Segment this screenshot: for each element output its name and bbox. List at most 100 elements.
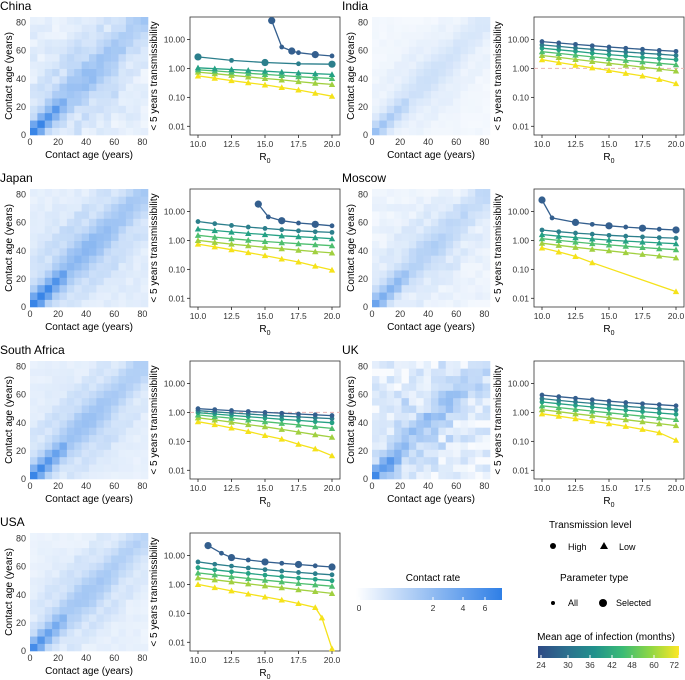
heatmap-cell (30, 383, 38, 391)
heatmap-cell (81, 189, 90, 197)
data-point-triangle (278, 435, 285, 442)
heatmap-cell (379, 464, 388, 472)
heatmap-cell (408, 299, 417, 308)
heatmap-cell (30, 390, 38, 399)
heatmap-cell (37, 17, 46, 25)
data-point-circle (556, 398, 562, 403)
heatmap-cell (438, 17, 447, 25)
heatmap-cell (81, 284, 90, 293)
heatmap-cell (81, 255, 90, 264)
data-point-circle (329, 53, 335, 59)
heatmap-cell (438, 90, 447, 99)
heatmap-cell (453, 412, 461, 421)
heatmap-cell (394, 375, 402, 384)
heatmap-cell (408, 53, 417, 62)
heatmap-cell (59, 397, 68, 406)
data-point-circle (573, 403, 578, 408)
heatmap-cell (81, 390, 90, 399)
data-point-circle (294, 560, 303, 569)
y-tick-label: 10.00 (508, 35, 530, 45)
heatmap-cell (372, 240, 380, 249)
heatmap-cell (74, 533, 82, 541)
heatmap-cell (96, 614, 105, 622)
heatmap-cell (37, 24, 46, 33)
heatmap-cell (438, 211, 447, 219)
heatmap-y-tick: 20 (16, 102, 26, 112)
data-point-triangle (589, 412, 596, 419)
data-point-circle (656, 235, 662, 241)
heatmap-y-tick: 80 (16, 190, 26, 200)
heatmap-cell (453, 299, 461, 308)
data-point-circle (296, 575, 301, 581)
heatmap-cell (372, 90, 380, 99)
heatmap-cell (416, 211, 424, 219)
heatmap-cell (44, 83, 53, 92)
heatmap-cell (66, 196, 75, 205)
heatmap-cell (140, 449, 149, 458)
heatmap-cell (96, 255, 105, 264)
heatmap-cell (125, 240, 134, 249)
heatmap-cell (118, 636, 127, 644)
heatmap-cell (74, 547, 82, 556)
heatmap-cell (37, 284, 46, 293)
data-point-triangle (211, 576, 218, 583)
heatmap-y-tick: 60 (16, 390, 26, 400)
heatmap-cell (125, 361, 134, 369)
heatmap-cell (453, 456, 461, 465)
heatmap-cell (125, 248, 134, 256)
heatmap-cell (118, 628, 127, 637)
y-axis-label: < 5 years transmissibility (149, 537, 160, 646)
heatmap-cell (66, 189, 75, 197)
heatmap-cell (401, 375, 410, 384)
heatmap-y-tick: 60 (16, 46, 26, 56)
heatmap-cell (460, 218, 469, 227)
heatmap-cell (111, 255, 119, 264)
heatmap-cell (30, 83, 38, 92)
heatmap-cell (37, 390, 46, 399)
heatmap-cell (66, 203, 75, 212)
heatmap-cell (408, 203, 417, 212)
data-point-triangle (672, 80, 680, 87)
y-tick-label: 10.00 (508, 379, 530, 389)
heatmap-cell (44, 614, 53, 622)
heatmap-cell (44, 53, 53, 62)
heatmap-cell (111, 584, 119, 593)
heatmap-cell (408, 368, 417, 377)
heatmap-cell (103, 577, 112, 585)
heatmap-cell (118, 412, 127, 421)
data-point-triangle (211, 233, 218, 240)
heatmap-cell (59, 606, 68, 615)
heatmap-cell (74, 464, 82, 472)
heatmap-cell (111, 98, 119, 106)
heatmap-cell (74, 83, 82, 92)
x-tick-label: 17.5 (634, 139, 651, 149)
heatmap-cell (30, 53, 38, 62)
heatmap-cell (394, 196, 402, 205)
heatmap-cell (89, 540, 97, 549)
heatmap-cell (89, 621, 97, 630)
heatmap-cell (467, 299, 476, 308)
heatmap-cell (416, 240, 424, 249)
heatmap-cell (125, 105, 134, 114)
heatmap-cell (401, 98, 410, 106)
heatmap-cell (431, 189, 439, 197)
heatmap-cell (140, 562, 149, 571)
heatmap-cell (74, 361, 82, 369)
data-point-circle (640, 409, 645, 414)
line-panel-2: 10.0 12.5 15.0 17.5 20.00.010.101.0010.00R0<… (149, 188, 341, 337)
heatmap-cell (44, 240, 53, 249)
heatmap-cell (408, 98, 417, 106)
heatmap-cell (44, 120, 53, 128)
heatmap-cell (438, 233, 447, 241)
data-point-triangle (278, 596, 285, 603)
data-point-circle (606, 406, 612, 411)
x-tick-label: 10.0 (190, 483, 207, 493)
y-axis-label: < 5 years transmissibility (493, 193, 504, 302)
heatmap-cell (89, 189, 97, 197)
heatmap-cell (103, 76, 112, 84)
heatmap-cell (460, 405, 469, 413)
heatmap-cell (401, 277, 410, 286)
data-point-circle (312, 229, 318, 235)
heatmap-cell (44, 621, 53, 630)
heatmap-cell (118, 83, 127, 92)
